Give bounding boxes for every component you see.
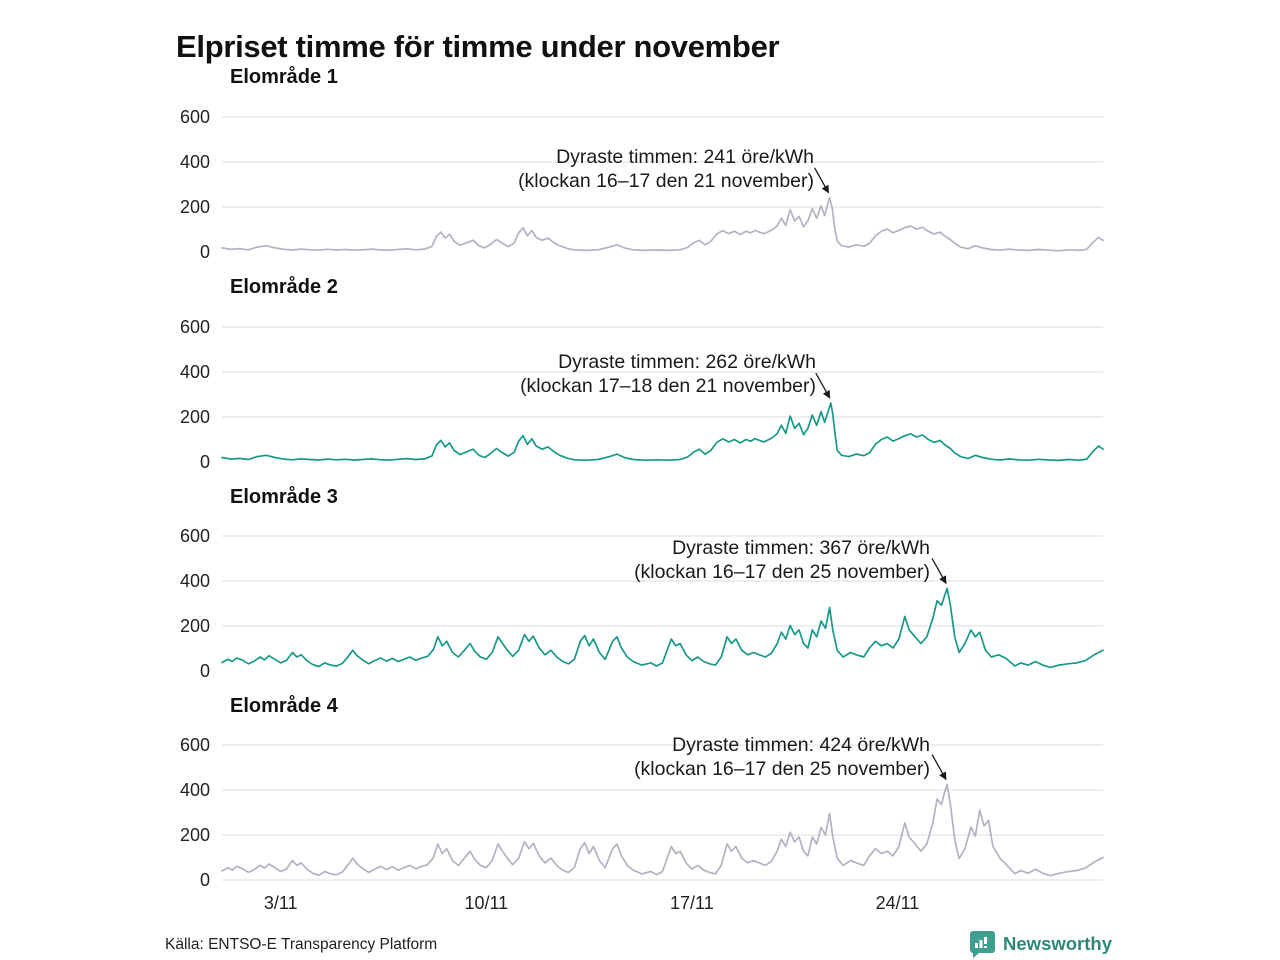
y-tick-label: 0	[199, 242, 210, 262]
x-tick-label: 10/11	[464, 893, 509, 913]
y-tick-label: 0	[199, 452, 210, 472]
peak-annotation-2-line1: Dyraste timmen: 262 öre/kWh	[558, 351, 816, 373]
peak-annotation-2-line2: (klockan 17–18 den 21 november)	[520, 375, 816, 397]
x-tick-label: 3/11	[263, 893, 298, 913]
y-tick-label: 600	[179, 317, 210, 337]
y-tick-label: 200	[179, 197, 210, 217]
y-tick-label: 0	[199, 870, 210, 890]
x-tick-label: 24/11	[875, 893, 920, 913]
peak-annotation-3: Dyraste timmen: 367 öre/kWh (klockan 16–…	[634, 536, 930, 584]
section-title-elomrade-4: Elområde 4	[230, 695, 338, 717]
y-tick-label: 400	[179, 152, 210, 172]
peak-annotation-2: Dyraste timmen: 262 öre/kWh (klockan 17–…	[520, 350, 816, 398]
section-title-elomrade-2: Elområde 2	[230, 276, 338, 298]
peak-annotation-3-line1: Dyraste timmen: 367 öre/kWh	[672, 537, 930, 559]
y-tick-label: 600	[179, 107, 210, 127]
y-tick-label: 200	[179, 407, 210, 427]
y-tick-label: 600	[179, 735, 210, 755]
y-tick-label: 400	[179, 362, 210, 382]
y-tick-label: 200	[179, 825, 210, 845]
newsworthy-bars-icon	[970, 931, 996, 958]
peak-annotation-3-line2: (klockan 16–17 den 25 november)	[634, 561, 930, 583]
y-tick-label: 400	[179, 571, 210, 591]
peak-annotation-1-line2: (klockan 16–17 den 21 november)	[518, 170, 814, 192]
peak-annotation-4-line2: (klockan 16–17 den 25 november)	[634, 758, 930, 780]
y-tick-label: 200	[179, 616, 210, 636]
page-title: Elpriset timme för timme under november	[176, 28, 780, 64]
y-tick-label: 0	[199, 661, 210, 681]
section-title-elomrade-3: Elområde 3	[230, 486, 338, 508]
peak-annotation-4: Dyraste timmen: 424 öre/kWh (klockan 16–…	[634, 733, 930, 781]
peak-annotation-1-line1: Dyraste timmen: 241 öre/kWh	[556, 146, 814, 168]
y-tick-label: 400	[179, 780, 210, 800]
x-tick-label: 17/11	[670, 893, 714, 913]
peak-annotation-4-line1: Dyraste timmen: 424 öre/kWh	[672, 734, 930, 756]
peak-annotation-1: Dyraste timmen: 241 öre/kWh (klockan 16–…	[518, 145, 814, 193]
y-tick-label: 600	[179, 526, 210, 546]
section-title-elomrade-1: Elområde 1	[230, 66, 338, 88]
newsworthy-logo-text: Newsworthy	[1003, 933, 1112, 954]
source-credit: Källa: ENTSO-E Transparency Platform	[165, 936, 438, 953]
newsworthy-logo: Newsworthy	[969, 930, 1112, 958]
